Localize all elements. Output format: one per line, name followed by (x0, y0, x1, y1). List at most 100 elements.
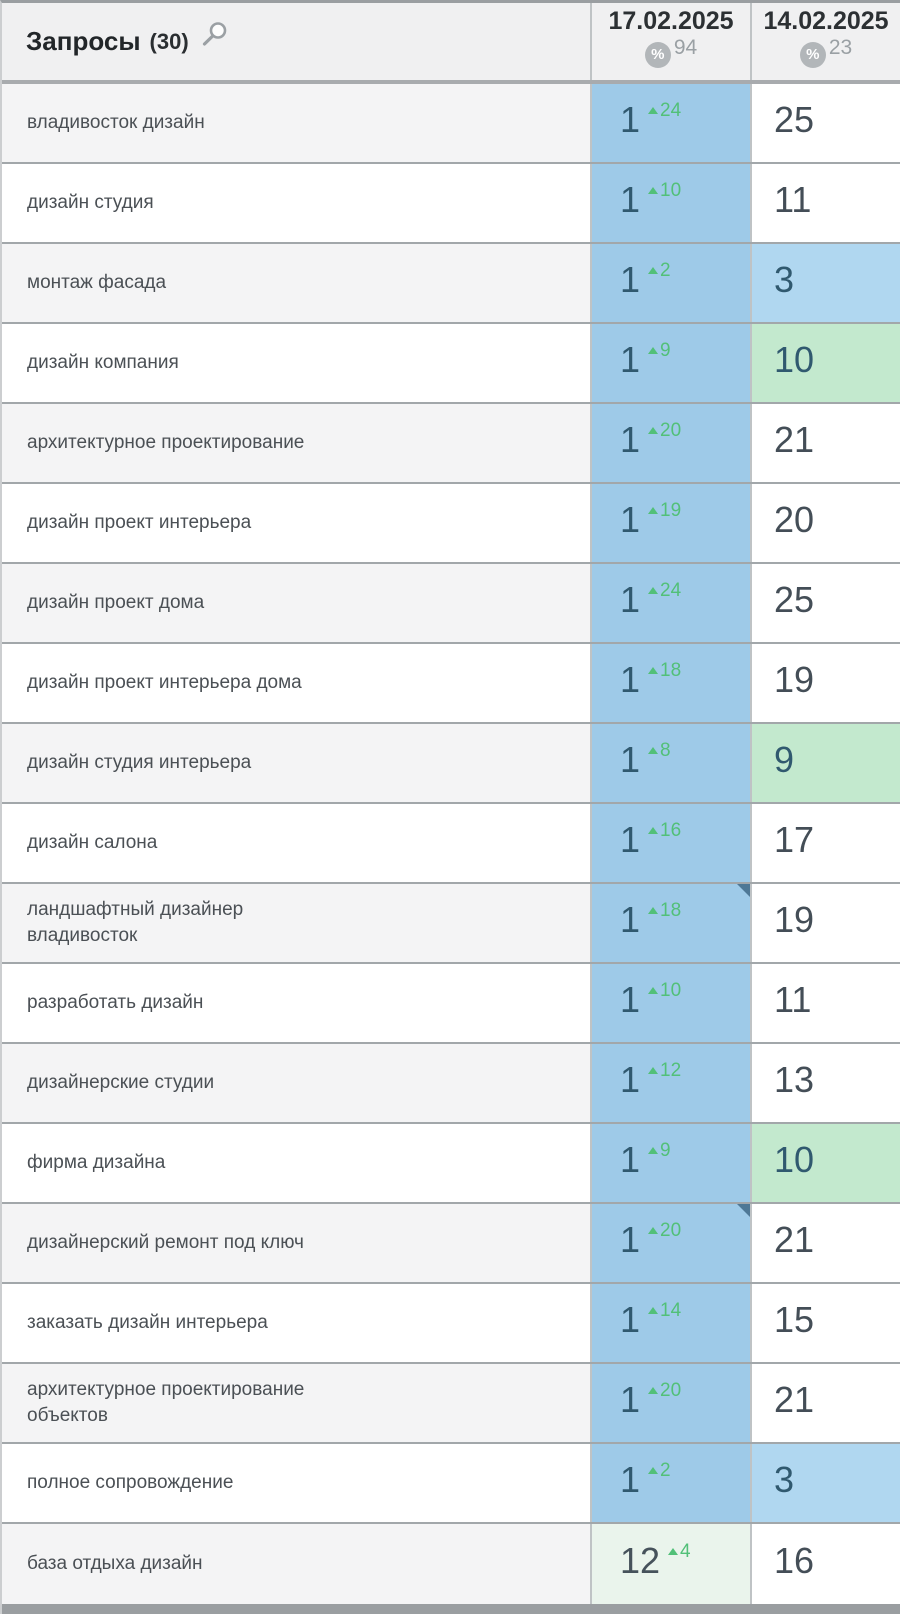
position-previous: 9 (774, 739, 795, 780)
position-cell-current[interactable]: 1 9 (590, 324, 750, 402)
position-cell-current[interactable]: 1 19 (590, 484, 750, 562)
position-cell-previous[interactable]: 25 (750, 564, 900, 642)
position-cell-current[interactable]: 1 14 (590, 1284, 750, 1362)
up-arrow-icon (648, 186, 659, 194)
note-corner-marker[interactable] (737, 1204, 750, 1217)
date-column-header-previous[interactable]: 14.02.2025 % 23 (750, 3, 900, 80)
query-cell[interactable]: дизайн студия (2, 164, 590, 242)
query-cell[interactable]: ландшафтный дизайнер владивосток (2, 884, 590, 962)
position-previous: 25 (774, 579, 815, 620)
position-cell-previous[interactable]: 9 (750, 724, 900, 802)
position-current: 1 (620, 1379, 641, 1420)
position-change-value: 12 (660, 1059, 682, 1081)
position-cell-previous[interactable]: 13 (750, 1044, 900, 1122)
table-row: дизайн компания 1 9 10 (2, 324, 900, 404)
query-label: дизайнерский ремонт под ключ (27, 1232, 304, 1254)
position-cell-previous[interactable]: 3 (750, 1444, 900, 1522)
position-cell-previous[interactable]: 19 (750, 644, 900, 722)
query-cell[interactable]: разработать дизайн (2, 964, 590, 1042)
position-change-value: 20 (660, 419, 682, 441)
position-change-value: 2 (660, 1459, 671, 1481)
query-cell[interactable]: дизайн проект дома (2, 564, 590, 642)
query-cell[interactable]: база отдыха дизайн (2, 1524, 590, 1604)
position-cell-previous[interactable]: 19 (750, 884, 900, 962)
position-cell-current[interactable]: 1 24 (590, 84, 750, 162)
position-change: 10 (648, 981, 681, 1000)
note-corner-marker[interactable] (737, 884, 750, 897)
position-cell-current[interactable]: 1 20 (590, 1364, 750, 1442)
search-icon[interactable] (199, 19, 231, 51)
query-cell[interactable]: архитектурное проектирование (2, 404, 590, 482)
query-cell[interactable]: дизайн студия интерьера (2, 724, 590, 802)
position-cell-current[interactable]: 1 18 (590, 884, 750, 962)
position-current: 1 (620, 979, 641, 1020)
table-row: дизайн студия 1 10 11 (2, 164, 900, 244)
position-previous: 3 (774, 259, 795, 300)
query-label: дизайн проект интерьера дома (27, 672, 302, 694)
position-cell-previous[interactable]: 3 (750, 244, 900, 322)
position-cell-previous[interactable]: 11 (750, 164, 900, 242)
position-cell-current[interactable]: 1 24 (590, 564, 750, 642)
position-change: 20 (648, 1381, 681, 1400)
position-change: 20 (648, 1221, 681, 1240)
position-cell-current[interactable]: 1 20 (590, 404, 750, 482)
position-change-value: 8 (660, 739, 671, 761)
position-change-value: 10 (660, 979, 682, 1001)
query-label: архитектурное проектирование объектов (27, 1379, 305, 1426)
query-cell[interactable]: дизайнерский ремонт под ключ (2, 1204, 590, 1282)
up-arrow-icon (648, 1386, 659, 1394)
date-column-header-current[interactable]: 17.02.2025 % 94 (590, 3, 750, 80)
position-cell-previous[interactable]: 15 (750, 1284, 900, 1362)
query-cell[interactable]: дизайн компания (2, 324, 590, 402)
position-previous: 16 (774, 1540, 815, 1581)
query-cell[interactable]: заказать дизайн интерьера (2, 1284, 590, 1362)
position-cell-previous[interactable]: 21 (750, 404, 900, 482)
position-cell-previous[interactable]: 10 (750, 324, 900, 402)
position-cell-current[interactable]: 1 12 (590, 1044, 750, 1122)
position-current: 1 (620, 1139, 641, 1180)
position-cell-previous[interactable]: 17 (750, 804, 900, 882)
position-cell-current[interactable]: 1 8 (590, 724, 750, 802)
position-cell-current[interactable]: 1 2 (590, 244, 750, 322)
query-label: дизайн компания (27, 352, 179, 374)
query-cell[interactable]: фирма дизайна (2, 1124, 590, 1202)
position-change: 20 (648, 421, 681, 440)
position-cell-current[interactable]: 1 10 (590, 164, 750, 242)
position-cell-previous[interactable]: 25 (750, 84, 900, 162)
position-cell-current[interactable]: 1 10 (590, 964, 750, 1042)
position-current: 1 (620, 419, 641, 460)
position-cell-current[interactable]: 1 20 (590, 1204, 750, 1282)
position-cell-current[interactable]: 1 18 (590, 644, 750, 722)
position-current: 1 (620, 1059, 641, 1100)
up-arrow-icon (648, 106, 659, 114)
query-cell[interactable]: дизайн проект интерьера дома (2, 644, 590, 722)
table-row: дизайн проект дома 1 24 25 (2, 564, 900, 644)
position-previous: 19 (774, 899, 815, 940)
query-cell[interactable]: архитектурное проектирование объектов (2, 1364, 590, 1442)
query-cell[interactable]: дизайн проект интерьера (2, 484, 590, 562)
query-cell[interactable]: полное сопровождение (2, 1444, 590, 1522)
position-change-value: 2 (660, 259, 671, 281)
query-cell[interactable]: монтаж фасада (2, 244, 590, 322)
position-cell-current[interactable]: 1 9 (590, 1124, 750, 1202)
position-cell-previous[interactable]: 21 (750, 1364, 900, 1442)
table-row: дизайн проект интерьера дома 1 18 19 (2, 644, 900, 724)
position-current: 1 (620, 659, 641, 700)
query-label: владивосток дизайн (27, 112, 205, 134)
position-current: 1 (620, 1219, 641, 1260)
query-cell[interactable]: дизайн салона (2, 804, 590, 882)
position-cell-previous[interactable]: 20 (750, 484, 900, 562)
position-cell-current[interactable]: 1 16 (590, 804, 750, 882)
position-cell-previous[interactable]: 10 (750, 1124, 900, 1202)
position-cell-current[interactable]: 1 2 (590, 1444, 750, 1522)
up-arrow-icon (648, 826, 659, 834)
position-change-value: 9 (660, 339, 671, 361)
table-row: фирма дизайна 1 9 10 (2, 1124, 900, 1204)
position-cell-previous[interactable]: 21 (750, 1204, 900, 1282)
position-cell-current[interactable]: 12 4 (590, 1524, 750, 1604)
query-cell[interactable]: дизайнерские студии (2, 1044, 590, 1122)
position-cell-previous[interactable]: 11 (750, 964, 900, 1042)
position-cell-previous[interactable]: 16 (750, 1524, 900, 1604)
query-cell[interactable]: владивосток дизайн (2, 84, 590, 162)
position-change-value: 20 (660, 1219, 682, 1241)
